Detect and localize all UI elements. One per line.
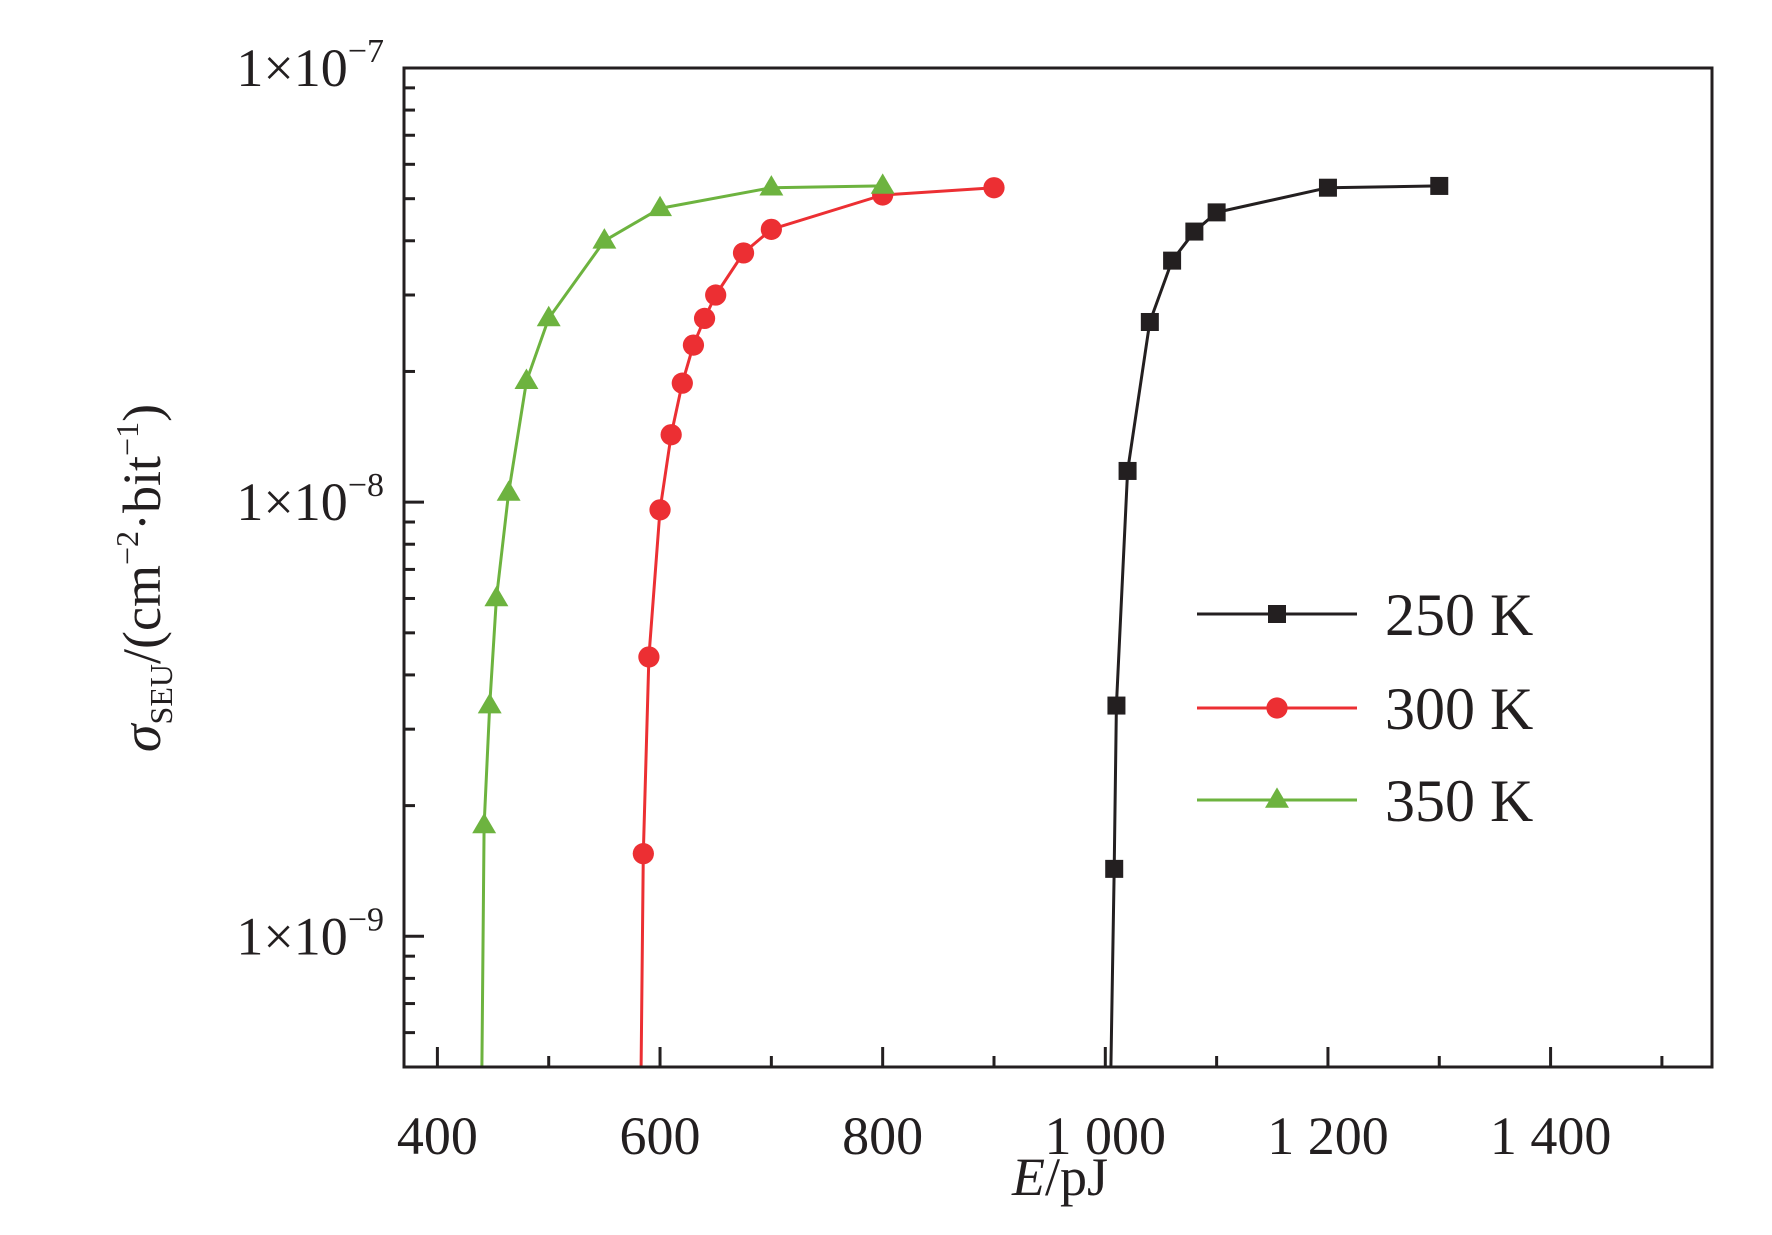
x-axis-ticks: [435, 1047, 1664, 1067]
data-point-3: [472, 812, 497, 834]
data-point-1: [1118, 461, 1137, 480]
data-point-2: [682, 334, 705, 356]
legend-marker: [1265, 787, 1289, 808]
data-point-3: [536, 305, 561, 327]
data-point-3: [759, 175, 784, 196]
data-point-2: [638, 646, 660, 668]
plot-lines: [480, 184, 1440, 1068]
data-point-2: [760, 218, 782, 240]
x-tick-label: 1 200: [1267, 1106, 1389, 1166]
x-tick-label: 1 000: [1045, 1106, 1167, 1166]
data-point-2: [693, 307, 716, 330]
legend-marker: [1268, 605, 1286, 623]
data-point-2: [671, 372, 693, 394]
series-line-1: [1109, 184, 1440, 1068]
data-point-1: [1107, 696, 1126, 715]
x-tick-label: 600: [620, 1106, 701, 1166]
data-point-1: [1140, 312, 1159, 331]
legend-label: 350 K: [1385, 768, 1533, 834]
legend-label: 300 K: [1385, 676, 1533, 742]
data-point-3: [870, 173, 895, 194]
data-point-3: [514, 368, 539, 389]
y-axis-title: σSEU/(cm−2·bit−1): [109, 404, 179, 752]
data-point-2: [983, 177, 1005, 199]
x-axis-tick-labels: 400 600 800 1 000 1 200 1 400: [397, 1106, 1611, 1166]
data-point-1: [1163, 251, 1182, 270]
data-point-1: [1318, 178, 1337, 197]
y-axis-tick-labels: 1×10−9 1×10−8 1×10−7: [236, 33, 384, 966]
y-axis-ticks: [404, 66, 424, 1069]
plot-markers: [472, 173, 1449, 878]
data-point-1: [1430, 176, 1449, 195]
data-point-2: [632, 843, 654, 865]
legend: 250 K 300 K 350 K: [1197, 582, 1533, 834]
legend-item: 350 K: [1197, 768, 1533, 834]
data-point-3: [592, 228, 617, 249]
y-tick-label: 1×10−8: [236, 467, 384, 532]
legend-marker: [1266, 697, 1288, 719]
x-tick-label: 1 400: [1490, 1106, 1612, 1166]
data-point-1: [1207, 203, 1226, 222]
plot-frame: [402, 66, 1714, 1069]
legend-item: 250 K: [1197, 582, 1533, 648]
data-point-2: [660, 424, 682, 446]
x-tick-label: 800: [842, 1106, 923, 1166]
data-point-2: [649, 499, 671, 521]
y-tick-label: 1×10−7: [236, 33, 384, 98]
data-point-2: [732, 242, 755, 264]
x-axis-title: E/pJ: [1011, 1147, 1108, 1207]
data-point-2: [705, 284, 727, 306]
legend-label: 250 K: [1385, 582, 1533, 648]
data-point-3: [477, 692, 502, 714]
x-tick-label: 400: [397, 1106, 478, 1166]
legend-item: 300 K: [1197, 676, 1533, 742]
data-point-3: [648, 195, 673, 217]
data-point-3: [484, 585, 509, 607]
data-point-3: [496, 480, 521, 501]
data-point-1: [1185, 222, 1204, 241]
data-point-1: [1105, 859, 1124, 878]
y-tick-label: 1×10−9: [236, 901, 384, 966]
